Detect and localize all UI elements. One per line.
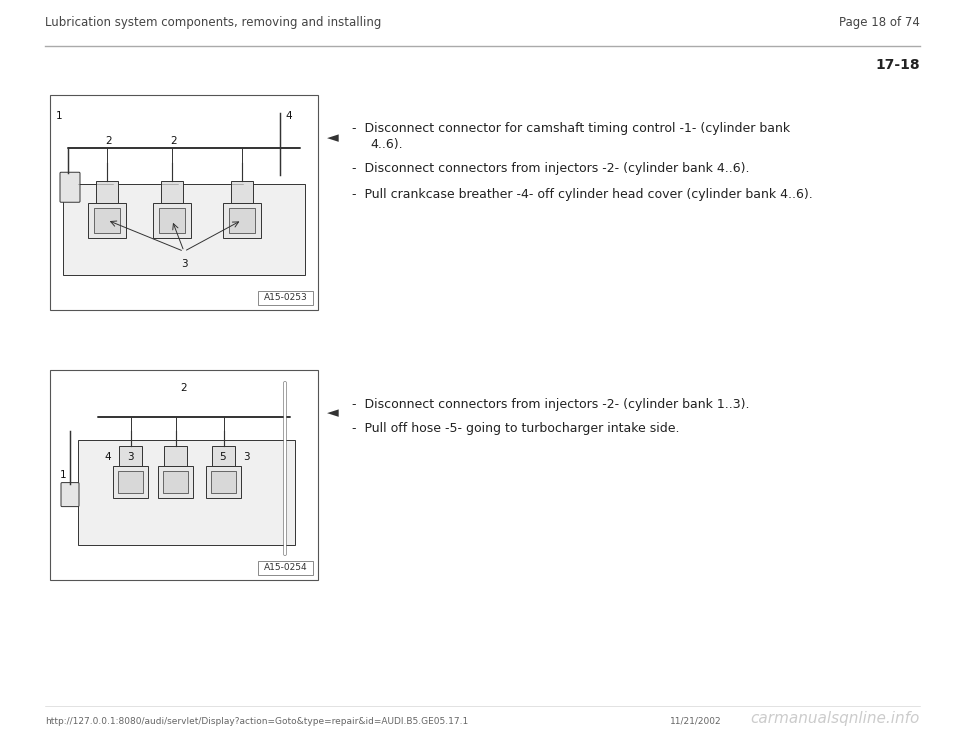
FancyBboxPatch shape [96,180,118,203]
Text: carmanualsqnline.info: carmanualsqnline.info [751,711,920,726]
Bar [163,471,188,493]
Text: 1: 1 [60,470,66,480]
Text: -  Disconnect connectors from injectors -2- (cylinder bank 4..6).: - Disconnect connectors from injectors -… [352,162,750,175]
FancyBboxPatch shape [164,446,187,466]
Text: 2: 2 [171,136,178,145]
Text: 5: 5 [220,452,227,462]
Bar [63,185,305,275]
Text: 3: 3 [243,452,250,462]
FancyBboxPatch shape [161,180,183,203]
Text: http://127.0.0.1:8080/audi/servlet/Display?action=Goto&type=repair&id=AUDI.B5.GE: http://127.0.0.1:8080/audi/servlet/Displ… [45,717,468,726]
Bar [94,208,120,232]
Bar [113,466,148,498]
Text: -  Disconnect connectors from injectors -2- (cylinder bank 1..3).: - Disconnect connectors from injectors -… [352,398,750,411]
Bar [211,471,236,493]
Text: Page 18 of 74: Page 18 of 74 [839,16,920,29]
Text: A15-0253: A15-0253 [264,294,307,303]
Text: -  Disconnect connector for camshaft timing control -1- (cylinder bank: - Disconnect connector for camshaft timi… [352,122,790,135]
Bar [206,466,241,498]
FancyBboxPatch shape [258,561,313,575]
Bar [78,439,295,545]
Text: 4: 4 [285,111,292,121]
Bar [88,203,126,237]
Text: 17-18: 17-18 [876,58,920,72]
Text: 2: 2 [180,383,187,393]
Bar [50,370,318,580]
Bar [229,208,255,232]
FancyBboxPatch shape [258,291,313,305]
Text: -  Pull off hose -5- going to turbocharger intake side.: - Pull off hose -5- going to turbocharge… [352,422,680,435]
Text: 2: 2 [106,136,112,145]
Bar [223,203,261,237]
Text: Lubrication system components, removing and installing: Lubrication system components, removing … [45,16,381,29]
Text: 11/21/2002: 11/21/2002 [670,717,722,726]
FancyBboxPatch shape [119,446,142,466]
Text: 3: 3 [180,260,187,269]
Bar [50,95,318,310]
FancyBboxPatch shape [231,180,253,203]
Text: ◄: ◄ [327,405,339,420]
FancyBboxPatch shape [61,482,79,507]
FancyBboxPatch shape [212,446,235,466]
Text: 4: 4 [105,452,111,462]
Bar [118,471,143,493]
Bar [158,466,193,498]
Bar [159,208,185,232]
Bar [153,203,191,237]
Text: 1: 1 [56,111,62,121]
FancyBboxPatch shape [60,172,80,203]
Text: 4..6).: 4..6). [370,138,402,151]
Text: A15-0254: A15-0254 [264,563,307,573]
Text: 3: 3 [127,452,133,462]
Text: ◄: ◄ [327,130,339,145]
Text: -  Pull crankcase breather -4- off cylinder head cover (cylinder bank 4..6).: - Pull crankcase breather -4- off cylind… [352,188,813,201]
